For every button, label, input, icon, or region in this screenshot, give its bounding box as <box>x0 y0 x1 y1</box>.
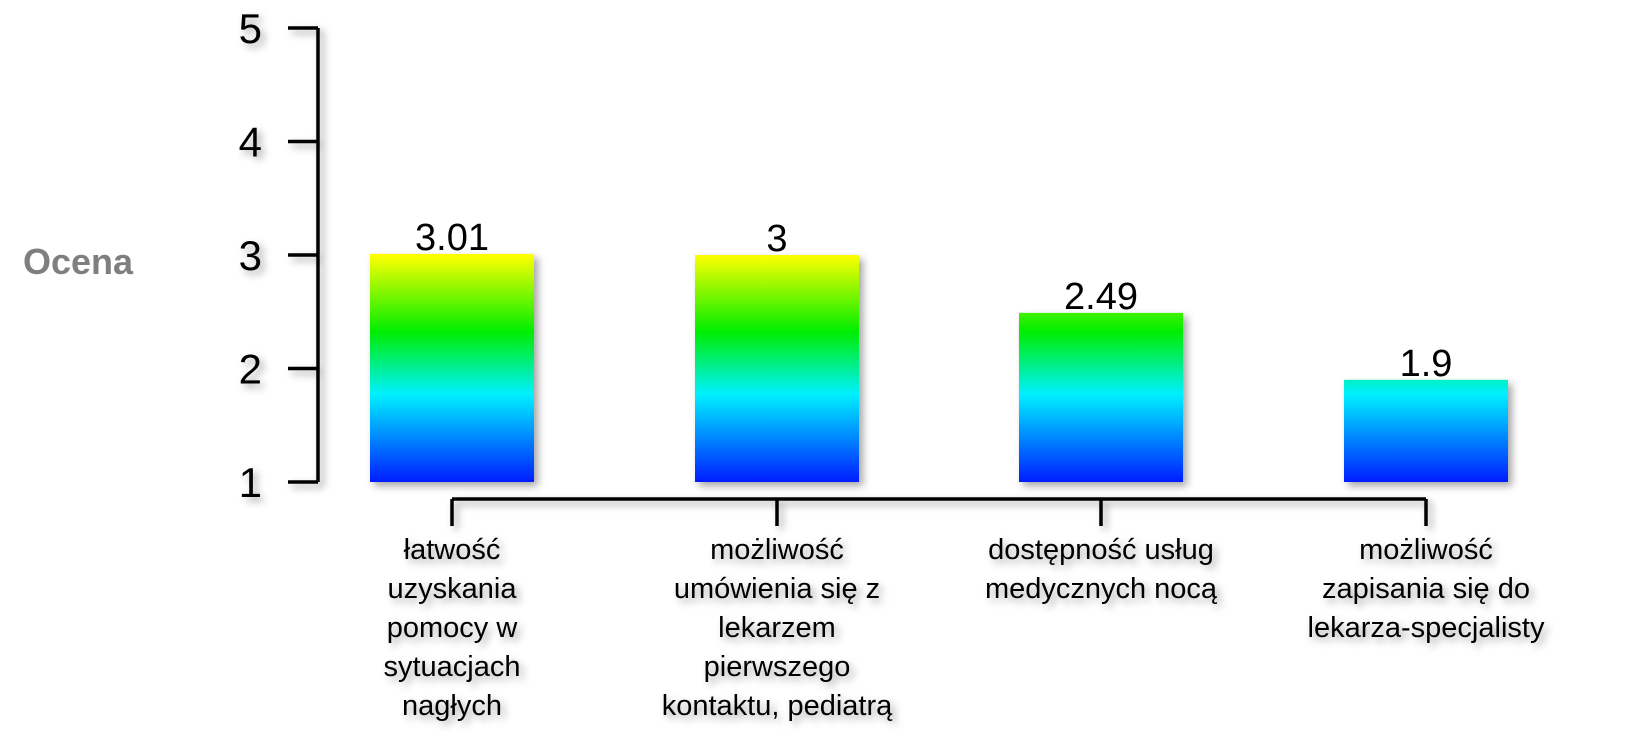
x-tick-label: łatwość uzyskania pomocy w sytuacjach nagłyc… <box>383 534 520 722</box>
x-axis: łatwość uzyskania pomocy w sytuacjach nagłyc… <box>383 497 1545 722</box>
bar <box>1019 312 1183 482</box>
bar-value-label: 1.9 <box>1400 343 1453 385</box>
x-tick-label: dostępność usług medycznych nocą <box>985 534 1218 605</box>
y-axis-label: Ocena <box>23 241 134 282</box>
bar-value-label: 3 <box>766 218 787 260</box>
y-tick-label: 3 <box>239 232 262 279</box>
x-tick-label: możliwość umówienia się z lekarzem pierwsze… <box>662 534 893 722</box>
y-tick-label: 1 <box>239 459 262 506</box>
x-tick-label: możliwość zapisania się do lekarza-specjal… <box>1308 534 1545 644</box>
y-tick-label: 5 <box>239 5 262 52</box>
bar <box>695 255 859 482</box>
y-tick-label: 2 <box>239 346 262 393</box>
y-tick-label: 4 <box>239 119 262 166</box>
bar <box>370 253 534 482</box>
bar-value-label: 2.49 <box>1064 276 1138 318</box>
bars: 3.01 3 2.49 1.9 <box>370 217 1508 482</box>
y-axis: 1 2 3 4 5 <box>239 5 320 506</box>
bar <box>1344 379 1508 482</box>
bar-value-label: 3.01 <box>415 217 489 259</box>
